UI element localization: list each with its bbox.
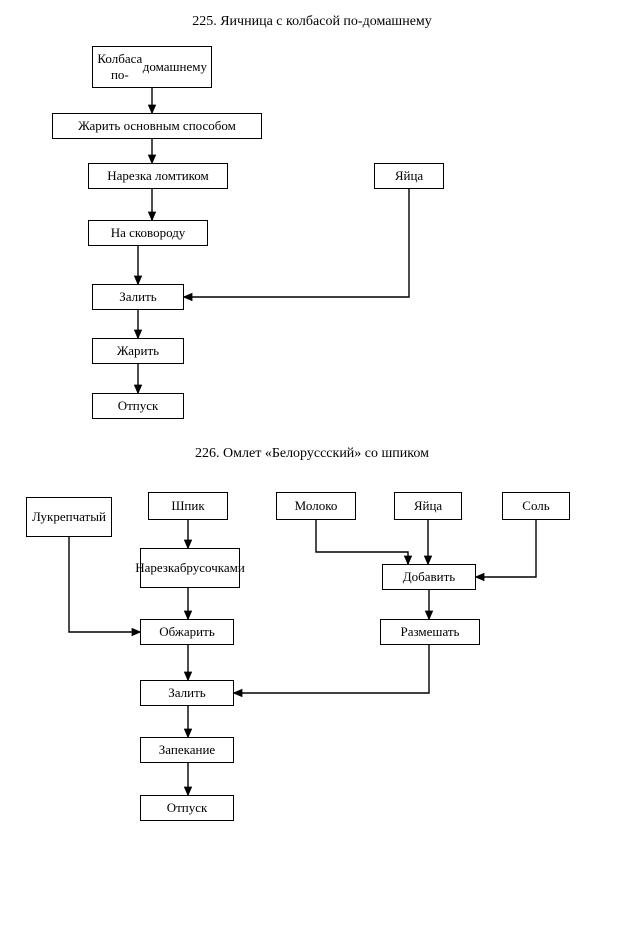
node-narezka: Нарезка ломтиком bbox=[88, 163, 228, 189]
node-shpik: Шпик bbox=[148, 492, 228, 520]
node-label: Молоко bbox=[295, 498, 338, 514]
diagram-title-225: 225. Яичница с колбасой по-домашнему bbox=[0, 14, 624, 30]
node-label: На сковороду bbox=[111, 225, 186, 241]
page: 225. Яичница с колбасой по-домашнему 226… bbox=[0, 0, 624, 943]
node-kolbasa: Колбаса по-домашнему bbox=[92, 46, 212, 88]
node-label: Отпуск bbox=[118, 398, 159, 414]
node-label: Обжарить bbox=[159, 624, 215, 640]
node-narezka2: Нарезкабрусочками bbox=[140, 548, 240, 588]
edge-moloko-dobavit bbox=[316, 520, 408, 564]
node-label: репчатый bbox=[53, 509, 106, 525]
edge-luk-obzharit bbox=[69, 537, 140, 632]
node-label: Шпик bbox=[171, 498, 204, 514]
node-label: Добавить bbox=[403, 569, 455, 585]
node-yaitsa2: Яйца bbox=[394, 492, 462, 520]
edge-yaitsa-zalit bbox=[184, 189, 409, 297]
node-label: брусочками bbox=[180, 560, 245, 576]
node-label: Яйца bbox=[395, 168, 423, 184]
node-zalit2: Залить bbox=[140, 680, 234, 706]
node-luk: Лукрепчатый bbox=[26, 497, 112, 537]
node-otpusk: Отпуск bbox=[92, 393, 184, 419]
node-skovoroda: На сковороду bbox=[88, 220, 208, 246]
node-sol: Соль bbox=[502, 492, 570, 520]
node-label: Соль bbox=[522, 498, 549, 514]
node-label: Жарить основным способом bbox=[78, 118, 236, 134]
diagram-title-226: 226. Омлет «Белоруссский» со шпиком bbox=[0, 446, 624, 462]
edge-razmesh-zalit2 bbox=[234, 645, 429, 693]
node-label: Нарезка ломтиком bbox=[107, 168, 209, 184]
node-label: Жарить bbox=[117, 343, 159, 359]
node-yaitsa: Яйца bbox=[374, 163, 444, 189]
node-label: Лук bbox=[32, 509, 53, 525]
node-moloko: Молоко bbox=[276, 492, 356, 520]
node-zharit1: Жарить основным способом bbox=[52, 113, 262, 139]
edge-sol-dobavit bbox=[476, 520, 536, 577]
node-label: Запекание bbox=[159, 742, 215, 758]
node-razmesh: Размешать bbox=[380, 619, 480, 645]
node-label: Размешать bbox=[400, 624, 459, 640]
node-label: Залить bbox=[119, 289, 156, 305]
node-label: Нарезка bbox=[135, 560, 180, 576]
flowchart-edges bbox=[0, 0, 624, 943]
node-obzharit: Обжарить bbox=[140, 619, 234, 645]
node-otpusk2: Отпуск bbox=[140, 795, 234, 821]
node-zalit: Залить bbox=[92, 284, 184, 310]
node-label: домашнему bbox=[143, 59, 207, 75]
node-dobavit: Добавить bbox=[382, 564, 476, 590]
node-label: Колбаса по- bbox=[97, 51, 143, 82]
node-zharit2: Жарить bbox=[92, 338, 184, 364]
node-zapek: Запекание bbox=[140, 737, 234, 763]
node-label: Залить bbox=[168, 685, 205, 701]
node-label: Яйца bbox=[414, 498, 442, 514]
node-label: Отпуск bbox=[167, 800, 208, 816]
